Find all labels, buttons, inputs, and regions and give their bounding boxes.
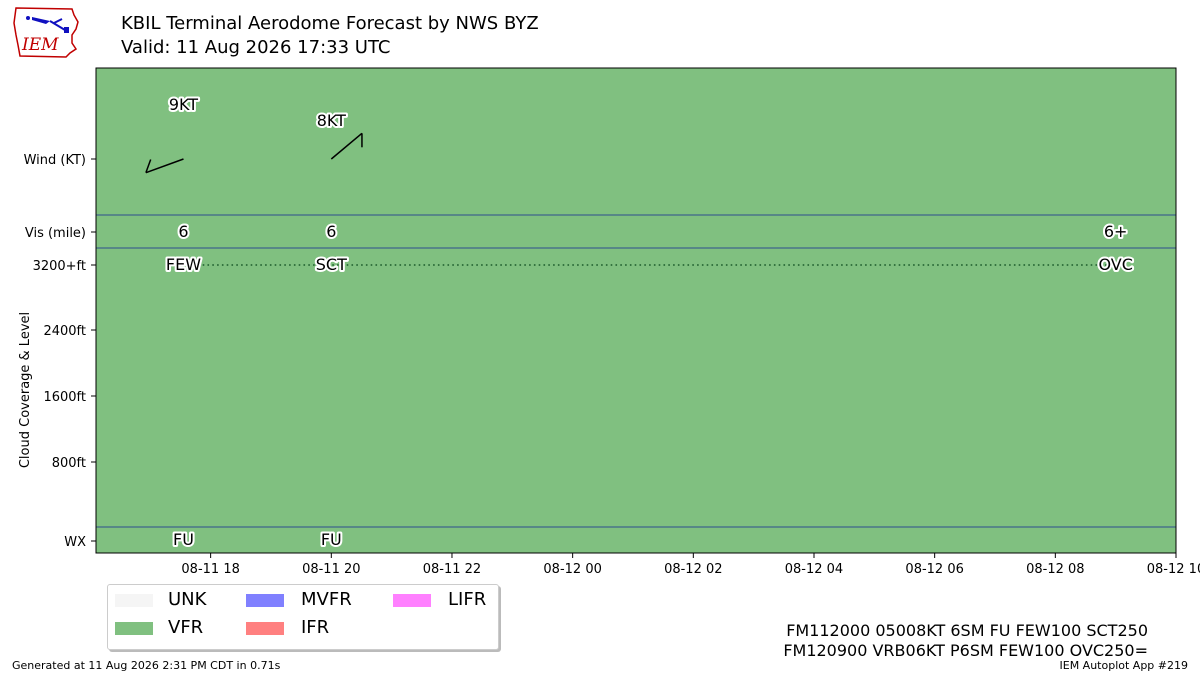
- taf-line-2: FM120900 VRB06KT P6SM FEW100 OVC250=: [783, 641, 1148, 660]
- wind-speed-label-text: 9KT: [169, 95, 198, 114]
- generated-note: Generated at 11 Aug 2026 2:31 PM CDT in …: [12, 659, 281, 672]
- row-label: 1600ft: [43, 390, 86, 405]
- legend-swatch-vfr: [115, 622, 153, 635]
- wind-speed-label: 9KT: [167, 93, 200, 116]
- visibility-label-text: 6: [178, 222, 188, 241]
- wind-speed-label: 8KT: [315, 109, 348, 132]
- x-tick-label: 08-12 06: [905, 562, 963, 577]
- chart-title: KBIL Terminal Aerodome Forecast by NWS B…: [121, 13, 539, 34]
- cloud-coverage-label: OVC: [1096, 253, 1134, 276]
- x-tick-label: 08-12 00: [543, 562, 601, 577]
- legend-label-ifr: IFR: [301, 617, 330, 638]
- visibility-label: 6+: [1102, 220, 1130, 243]
- iem-logo: IEM: [13, 7, 79, 58]
- legend-label-lifr: LIFR: [448, 589, 487, 610]
- x-tick-label: 08-12 08: [1026, 562, 1084, 577]
- wind-barb-shaft: [330, 132, 363, 160]
- x-tick-label: 08-11 18: [181, 562, 239, 577]
- app-note: IEM Autoplot App #219: [1059, 659, 1189, 672]
- row-label: Vis (mile): [25, 226, 86, 241]
- legend-swatch-ifr: [246, 622, 284, 635]
- weather-label-text: FU: [173, 530, 194, 549]
- visibility-label: 6: [176, 220, 190, 243]
- legend-swatch-lifr: [393, 594, 431, 607]
- x-tick-label: 08-12 04: [785, 562, 843, 577]
- x-tick-label: 08-12 02: [664, 562, 722, 577]
- row-label: 800ft: [52, 456, 86, 471]
- weather-label: FU: [319, 528, 344, 551]
- cloud-coverage-label-text: FEW: [166, 255, 201, 274]
- weather-label-text: FU: [321, 530, 342, 549]
- legend-label-mvfr: MVFR: [301, 589, 352, 610]
- legend-label-unk: UNK: [168, 589, 207, 610]
- legend: UNK MVFR LIFR VFR IFR: [107, 584, 499, 650]
- valid-time: Valid: 11 Aug 2026 17:33 UTC: [121, 37, 391, 58]
- row-label: Wind (KT): [24, 153, 86, 168]
- visibility-label: 6: [324, 220, 338, 243]
- cloud-coverage-label-text: SCT: [316, 255, 347, 274]
- legend-swatch-mvfr: [246, 594, 284, 607]
- x-tick-label: 08-12 10: [1147, 562, 1200, 577]
- y-axis-label: Cloud Coverage & Level: [18, 312, 33, 468]
- x-tick-label: 08-11 20: [302, 562, 360, 577]
- legend-swatch-unk: [115, 594, 153, 607]
- taf-line-1: FM112000 05008KT 6SM FU FEW100 SCT250: [786, 621, 1148, 640]
- wind-barb-feather: [145, 159, 152, 173]
- x-tick-label: 08-11 22: [423, 562, 481, 577]
- plot-frame: [95, 67, 1177, 554]
- cloud-coverage-label: FEW: [164, 253, 203, 276]
- legend-label-vfr: VFR: [168, 617, 204, 638]
- svg-text:IEM: IEM: [21, 35, 59, 55]
- cloud-coverage-label: SCT: [314, 253, 349, 276]
- row-label: WX: [64, 535, 86, 550]
- plot-background: [96, 68, 1176, 553]
- cloud-coverage-label-text: OVC: [1098, 255, 1132, 274]
- visibility-label-text: 6+: [1104, 222, 1128, 241]
- wind-barb-shaft: [145, 158, 184, 174]
- row-label: 3200+ft: [33, 259, 86, 274]
- visibility-label-text: 6: [326, 222, 336, 241]
- row-label: 2400ft: [43, 324, 86, 339]
- weather-label: FU: [171, 528, 196, 551]
- wind-speed-label-text: 8KT: [317, 111, 346, 130]
